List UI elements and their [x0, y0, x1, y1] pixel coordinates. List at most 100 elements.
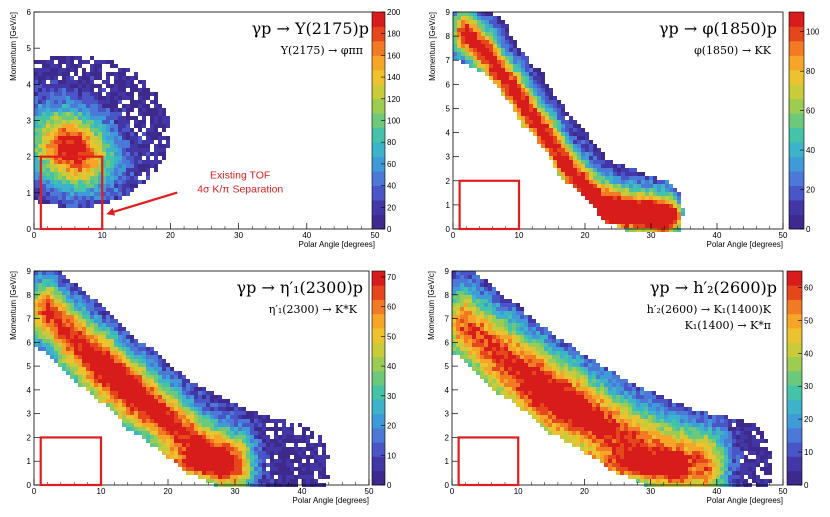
heatmap-cell [477, 60, 481, 64]
heatmap-cell [86, 152, 90, 156]
heatmap-cell [114, 100, 118, 104]
heatmap-cell [162, 112, 166, 116]
heatmap-cell [541, 104, 545, 108]
heatmap-cell [230, 479, 234, 483]
heatmap-cell [528, 391, 532, 395]
heatmap-cell [46, 196, 50, 200]
heatmap-cell [640, 419, 644, 423]
heatmap-cell [106, 172, 110, 176]
heatmap-cell [465, 16, 469, 20]
heatmap-cell [158, 439, 162, 443]
heatmap-cell [480, 375, 484, 379]
heatmap-cell [609, 188, 613, 192]
heatmap-cell [496, 315, 500, 319]
heatmap-cell [476, 363, 480, 367]
heatmap-cell [625, 216, 629, 220]
heatmap-cell [34, 192, 38, 196]
heatmap-cell [134, 339, 138, 343]
heatmap-cell [98, 315, 102, 319]
heatmap-cell [585, 192, 589, 196]
heatmap-cell [118, 80, 122, 84]
heatmap-cell [178, 399, 182, 403]
heatmap-cell [142, 120, 146, 124]
heatmap-cell [544, 407, 548, 411]
heatmap-cell [122, 403, 126, 407]
heatmap-cell [524, 339, 528, 343]
heatmap-cell [66, 112, 70, 116]
heatmap-cell [94, 160, 98, 164]
heatmap-cell [513, 52, 517, 56]
heatmap-cell [266, 451, 270, 455]
heatmap-cell [625, 172, 629, 176]
heatmap-cell [46, 315, 50, 319]
heatmap-cell [564, 415, 568, 419]
heatmap-cell [50, 88, 54, 92]
heatmap-cell [460, 323, 464, 327]
heatmap-cell [162, 399, 166, 403]
heatmap-cell [46, 327, 50, 331]
heatmap-cell [488, 343, 492, 347]
color-scale-step [372, 271, 385, 286]
heatmap-cell [110, 363, 114, 367]
heatmap-cell [102, 355, 106, 359]
heatmap-cell [621, 212, 625, 216]
heatmap-cell [106, 371, 110, 375]
heatmap-cell [660, 431, 664, 435]
heatmap-cell [134, 156, 138, 160]
heatmap-cell [568, 371, 572, 375]
heatmap-cell [509, 56, 513, 60]
heatmap-cell [629, 200, 633, 204]
heatmap-cell [608, 427, 612, 431]
heatmap-cell [456, 315, 460, 319]
heatmap-cell [286, 451, 290, 455]
heatmap-cell [473, 64, 477, 68]
heatmap-cell [226, 411, 230, 415]
heatmap-cell [46, 319, 50, 323]
heatmap-cell [286, 447, 290, 451]
heatmap-cell [102, 152, 106, 156]
heatmap-cell [58, 180, 62, 184]
heatmap-cell [202, 423, 206, 427]
heatmap-cell [576, 395, 580, 399]
heatmap-cell [234, 471, 238, 475]
heatmap-cell [110, 112, 114, 116]
heatmap-cell [592, 419, 596, 423]
heatmap-cell [480, 339, 484, 343]
heatmap-cell [545, 132, 549, 136]
heatmap-cell [66, 307, 70, 311]
heatmap-cell [612, 435, 616, 439]
heatmap-cell [461, 44, 465, 48]
heatmap-cell [78, 363, 82, 367]
heatmap-cell [485, 60, 489, 64]
heatmap-cell [480, 303, 484, 307]
heatmap-cell [661, 208, 665, 212]
heatmap-cell [472, 299, 476, 303]
heatmap-cell [162, 419, 166, 423]
heatmap-cell [242, 471, 246, 475]
heatmap-cell [613, 192, 617, 196]
heatmap-cell [625, 228, 629, 232]
heatmap-cell [596, 375, 600, 379]
heatmap-cell [286, 471, 290, 475]
heatmap-cell [34, 164, 38, 168]
heatmap-cell [274, 479, 278, 483]
heatmap-cell [82, 200, 86, 204]
heatmap-cell [110, 140, 114, 144]
heatmap-cell [174, 451, 178, 455]
heatmap-cell [82, 168, 86, 172]
heatmap-cell [561, 136, 565, 140]
heatmap-cell [290, 471, 294, 475]
heatmap-cell [170, 427, 174, 431]
heatmap-cell [102, 395, 106, 399]
heatmap-cell [110, 156, 114, 160]
heatmap-cell [488, 335, 492, 339]
heatmap-cell [596, 407, 600, 411]
heatmap-cell [521, 112, 525, 116]
heatmap-cell [78, 335, 82, 339]
heatmap-cell [621, 224, 625, 228]
heatmap-cell [74, 112, 78, 116]
heatmap-cell [640, 427, 644, 431]
heatmap-cell [90, 379, 94, 383]
heatmap-cell [206, 423, 210, 427]
